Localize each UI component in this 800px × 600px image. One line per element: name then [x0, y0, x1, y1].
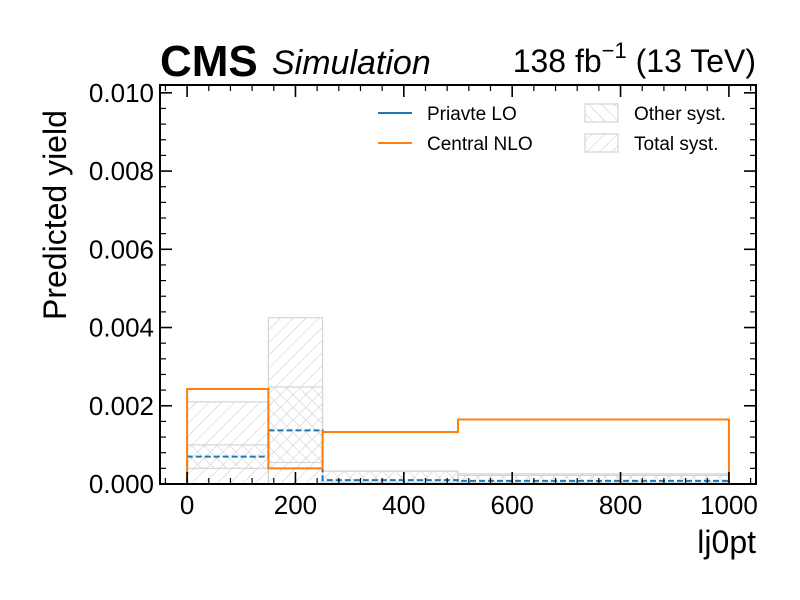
experiment-label: CMS [160, 37, 258, 86]
series-line-central-nlo [186, 387, 730, 484]
band-total-syst-bin-2 [321, 470, 459, 484]
legend-label-other-syst: Other syst. [634, 104, 726, 125]
band-total-syst-bin-3 [457, 473, 730, 484]
y-axis-title: Predicted yield [37, 110, 73, 320]
series-line-private-lo [186, 429, 730, 484]
legend-swatch-other-syst [584, 103, 619, 123]
legend-swatch-total-syst [584, 133, 619, 153]
y-tick-label: 0.002 [89, 391, 154, 421]
lumi-exponent: −1 [602, 38, 627, 63]
y-tick-label: 0.006 [89, 234, 154, 264]
y-tick-label: 0.008 [89, 156, 154, 186]
band-total-syst-bin-0 [186, 401, 269, 484]
y-tick-label: 0.004 [89, 313, 154, 343]
x-tick-label: 1000 [700, 490, 758, 520]
syst-bands [186, 317, 730, 484]
qualifier-label: Simulation [272, 44, 431, 82]
x-tick-label: 600 [490, 490, 533, 520]
lumi-label: 138 fb−1 (13 TeV) [513, 38, 756, 79]
series-lines [186, 387, 730, 484]
legend: Priavte LO Central NLO Other syst. Total sy… [378, 103, 726, 155]
x-tick-label: 200 [274, 490, 317, 520]
x-axis-title: lj0pt [697, 524, 756, 560]
x-tick-label: 800 [599, 490, 642, 520]
x-tick-label: 0 [180, 490, 194, 520]
y-tick-label: 0.010 [89, 78, 154, 108]
legend-label-central-nlo: Central NLO [427, 134, 533, 155]
x-tick-label: 400 [382, 490, 425, 520]
y-tick-label: 0.000 [89, 469, 154, 499]
energy-label: (13 TeV) [627, 43, 756, 79]
legend-label-total-syst: Total syst. [634, 134, 718, 155]
plot-frame [159, 84, 757, 485]
legend-label-private-lo: Priavte LO [427, 104, 517, 125]
lumi-value: 138 fb [513, 43, 602, 79]
band-total-syst-bin-1 [267, 317, 324, 484]
axis-ticks: 0 200 400 600 800 1000 0.000 0.002 0.004 0.006 0.0… [89, 78, 758, 520]
